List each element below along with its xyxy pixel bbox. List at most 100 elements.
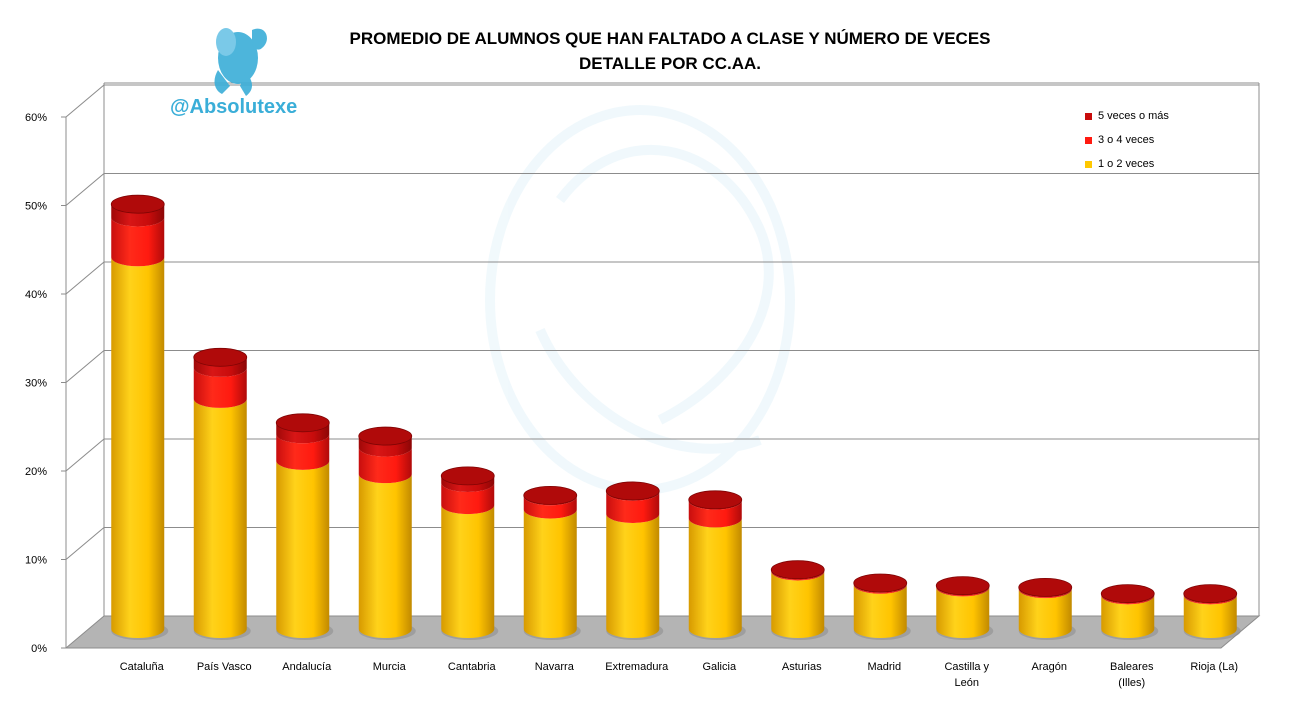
- bar-stack: [358, 426, 416, 640]
- bar-top-cap: [1183, 584, 1238, 603]
- bar-stack: [440, 466, 499, 640]
- bar-stack: [193, 347, 251, 640]
- y-tick-label: 60%: [25, 112, 47, 124]
- bar-segment-series-1: [276, 460, 330, 639]
- grid-line-diag: [65, 173, 105, 206]
- bar-stack: [935, 576, 994, 640]
- legend-swatch-s1: [1085, 160, 1092, 168]
- grid-line-diag: [65, 350, 105, 383]
- bar-segment-series-2: [441, 482, 495, 515]
- griffin-logo-icon: [214, 28, 267, 96]
- legend-item-s2: 3 o 4 veces: [1085, 128, 1169, 152]
- bar-segment-series-2: [606, 491, 660, 523]
- legend-swatch-s3: [1085, 112, 1092, 120]
- bar-top-cap: [853, 573, 908, 593]
- bar-segment-series-2: [358, 447, 412, 484]
- bar-top-cap: [358, 426, 413, 446]
- bar-segment-series-3: [111, 204, 165, 227]
- legend-item-s3: 5 veces o más: [1085, 104, 1169, 128]
- bar-segment-series-2: [523, 496, 577, 519]
- bar-top-cap: [1018, 578, 1073, 597]
- y-tick-label: 30%: [25, 378, 47, 390]
- bar-segment-series-1: [193, 398, 247, 639]
- bar-segment-series-1: [1018, 589, 1072, 639]
- bar-stack: [1100, 584, 1159, 640]
- grid-line-diag: [65, 84, 105, 118]
- legend-label-s1: 1 o 2 veces: [1098, 158, 1155, 170]
- legend-item-s1: 1 o 2 veces: [1085, 152, 1169, 176]
- y-tick-label: 20%: [25, 466, 47, 478]
- category-label: Navarra: [535, 661, 575, 673]
- bar-stack: [523, 485, 581, 640]
- legend-label-s3: 5 veces o más: [1098, 110, 1169, 122]
- bar-top-cap: [193, 347, 248, 367]
- bar-segment-series-1: [1101, 595, 1155, 639]
- bar-stack: [275, 413, 334, 640]
- grid-line-diag: [65, 261, 105, 295]
- bar-segment-series-1: [111, 257, 165, 639]
- watermark: [485, 105, 795, 495]
- bar-top-cap: [935, 576, 990, 596]
- bar-segment-series-1: [771, 571, 825, 639]
- bar-stack: [1183, 584, 1241, 640]
- legend: 5 veces o más 3 o 4 veces 1 o 2 veces: [1085, 104, 1169, 176]
- bar-stack: [1018, 578, 1076, 640]
- bar-top-cap: [605, 481, 660, 501]
- category-label: Murcia: [373, 661, 407, 673]
- category-label: Galicia: [702, 661, 737, 673]
- bar-stack: [853, 573, 911, 640]
- chart-title: PROMEDIO DE ALUMNOS QUE HAN FALTADO A CL…: [349, 29, 991, 48]
- category-label: País Vasco: [197, 661, 252, 673]
- grid-line-diag: [65, 438, 105, 472]
- y-tick-label: 40%: [25, 289, 47, 301]
- bar-top-cap: [440, 466, 495, 486]
- category-label: Cantabria: [448, 661, 497, 673]
- bar-stack: [605, 481, 664, 640]
- bar-segment-series-1: [936, 587, 990, 639]
- bar-segment-series-1: [688, 518, 742, 639]
- bar-top-cap: [1100, 584, 1155, 603]
- bar-top-cap: [110, 194, 165, 214]
- brand-handle: @Absolutexe: [170, 96, 298, 118]
- bar-segment-series-1: [1183, 595, 1237, 639]
- y-axis: 0% 10% 20% 30% 40% 50% 60%: [25, 112, 66, 655]
- bar-segment-series-1: [358, 474, 412, 639]
- bar-segment-series-3: [358, 436, 412, 457]
- legend-swatch-s2: [1085, 136, 1092, 144]
- y-tick-label: 0%: [31, 643, 47, 655]
- bar-top-cap: [523, 485, 578, 505]
- bar-segment-series-1: [441, 505, 495, 639]
- bar-stack: [110, 194, 169, 640]
- bar-segment-series-2: [111, 217, 165, 267]
- category-label: Madrid: [867, 661, 901, 673]
- grid-line-diag: [65, 527, 105, 560]
- category-label: Extremadura: [605, 661, 669, 673]
- legend-label-s2: 3 o 4 veces: [1098, 134, 1155, 146]
- y-tick-label: 50%: [25, 201, 47, 213]
- bar-top-cap: [275, 413, 330, 433]
- bar-stack: [770, 560, 829, 640]
- bar-segment-series-3: [441, 475, 495, 492]
- bar-segment-series-1: [523, 509, 577, 639]
- bar-segment-series-2: [193, 367, 247, 408]
- category-label: Cataluña: [120, 661, 165, 673]
- x-axis: Cataluña País Vasco Andalucía Murcia Cantabr…: [120, 661, 1238, 689]
- bars: [110, 194, 1241, 640]
- bar-segment-series-1: [853, 584, 907, 639]
- category-label: Andalucía: [282, 661, 332, 673]
- bar-segment-series-2: [688, 500, 742, 528]
- bar-top-cap: [770, 560, 825, 580]
- category-label: Asturias: [782, 661, 822, 673]
- category-label: Castilla y León: [944, 661, 989, 689]
- bar-segment-series-2: [276, 434, 330, 470]
- y-tick-label: 10%: [25, 555, 47, 567]
- bar-segment-series-1: [606, 513, 660, 639]
- category-label: Aragón: [1032, 661, 1067, 673]
- bar-segment-series-3: [276, 422, 330, 444]
- bar-segment-series-3: [193, 357, 247, 377]
- bar-stack: [688, 490, 746, 640]
- category-label: Baleares (Illes): [1110, 661, 1154, 689]
- bar-top-cap: [688, 490, 743, 510]
- category-label: Rioja (La): [1190, 661, 1238, 673]
